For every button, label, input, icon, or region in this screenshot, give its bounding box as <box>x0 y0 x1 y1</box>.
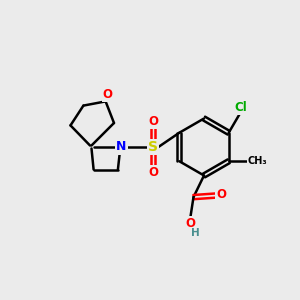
Text: O: O <box>148 166 158 179</box>
Text: S: S <box>148 140 158 154</box>
Text: O: O <box>103 88 113 101</box>
Text: Cl: Cl <box>234 101 247 114</box>
Text: CH₃: CH₃ <box>248 156 268 166</box>
Text: N: N <box>116 140 127 154</box>
Text: H: H <box>190 228 200 238</box>
Text: O: O <box>185 217 195 230</box>
Text: O: O <box>148 115 158 128</box>
Text: O: O <box>216 188 226 201</box>
